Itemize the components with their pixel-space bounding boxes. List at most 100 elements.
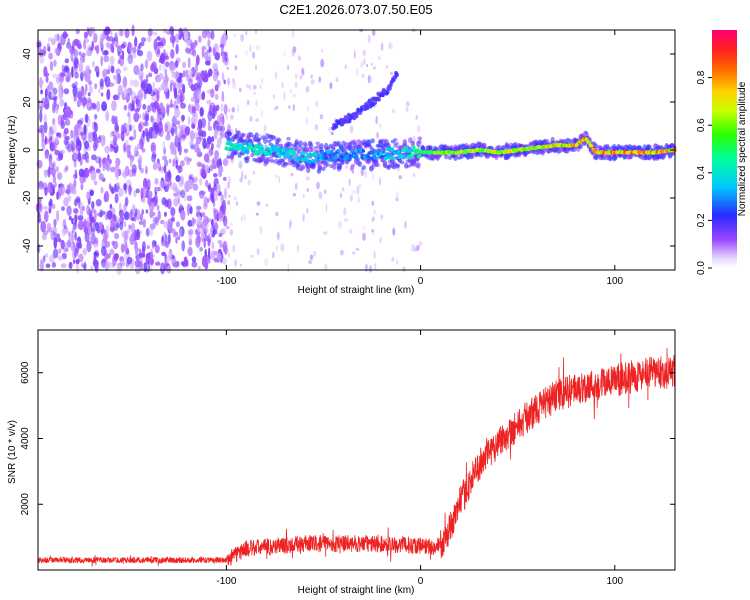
track-halo-cell [236, 130, 242, 137]
noise-cell [154, 100, 158, 109]
noise-cell [124, 28, 130, 39]
noise-cell [367, 34, 371, 44]
track-halo-cell [234, 148, 239, 154]
noise-cell [275, 174, 278, 179]
noise-cell [110, 219, 113, 231]
noise-cell [44, 186, 48, 196]
noise-cell [46, 42, 51, 52]
noise-cell [87, 131, 94, 143]
noise-cell [378, 123, 382, 129]
noise-cell [62, 31, 68, 39]
snr-ylabel: SNR (10 * v/v) [7, 420, 18, 484]
noise-cell [206, 136, 212, 145]
noise-cell [143, 79, 147, 84]
noise-cell [191, 115, 197, 126]
track-core-cell [336, 148, 340, 153]
noise-cell [169, 61, 174, 71]
noise-cell [230, 114, 234, 120]
noise-cell [89, 216, 94, 222]
noise-cell [118, 28, 124, 37]
track-halo-cell [350, 164, 355, 168]
colorbar-tick-label: 0.6 [696, 118, 707, 132]
noise-cell [214, 93, 219, 100]
x-tick-label: -100 [216, 276, 236, 287]
noise-cell [247, 179, 251, 186]
noise-cell [112, 94, 119, 101]
noise-cell [159, 180, 165, 192]
noise-cell [256, 44, 260, 51]
noise-cell [94, 83, 98, 90]
noise-cell [203, 215, 209, 226]
noise-cell [255, 212, 259, 216]
noise-cell [72, 138, 76, 148]
noise-cell [232, 77, 235, 84]
noise-cell [376, 131, 379, 139]
noise-cell [190, 66, 196, 78]
noise-cell [64, 241, 69, 252]
noise-cell [369, 265, 373, 273]
noise-cell [52, 174, 57, 184]
noise-cell [378, 176, 381, 186]
noise-cell [320, 58, 325, 68]
track-core-cell [351, 151, 356, 156]
noise-cell [207, 233, 211, 239]
noise-cell [96, 44, 100, 55]
noise-cell [199, 132, 204, 141]
noise-cell [137, 49, 144, 57]
noise-cell [272, 251, 275, 259]
noise-cell [56, 209, 60, 222]
noise-cell [151, 130, 158, 139]
track-halo-cell [316, 168, 322, 174]
noise-cell [301, 69, 305, 77]
track-halo-cell [320, 160, 326, 165]
noise-cell [138, 154, 143, 165]
noise-cell [63, 88, 70, 95]
noise-cell [100, 229, 107, 234]
noise-cell [164, 123, 168, 133]
track-core-cell [229, 142, 233, 146]
noise-cell [179, 203, 183, 209]
noise-cell [156, 36, 161, 41]
noise-cell [106, 69, 111, 75]
noise-cell [165, 183, 170, 190]
noise-cell [182, 70, 186, 78]
noise-cell [290, 172, 294, 177]
noise-cell [212, 104, 218, 117]
noise-cell [175, 43, 179, 55]
noise-cell [65, 165, 69, 172]
noise-cell [204, 51, 209, 61]
noise-cell [355, 247, 360, 251]
noise-cell [74, 81, 78, 87]
noise-cell [259, 133, 262, 138]
noise-cell [191, 217, 195, 227]
track-core-cell [312, 151, 317, 156]
noise-cell [64, 58, 70, 64]
noise-cell [250, 254, 255, 258]
noise-cell [201, 117, 206, 128]
y-tick-label: 2000 [20, 493, 31, 516]
y-tick-label: -40 [22, 238, 33, 253]
noise-cell [123, 211, 130, 221]
y-tick-label: 40 [22, 48, 33, 60]
noise-cell [201, 229, 205, 241]
noise-cell [123, 183, 127, 191]
noise-cell [363, 58, 366, 66]
noise-cell [203, 237, 206, 249]
track-halo-cell [298, 140, 303, 147]
track-core-cell [280, 148, 285, 153]
noise-cell [117, 84, 123, 96]
noise-cell [94, 265, 98, 271]
noise-cell [183, 148, 189, 154]
noise-cell [63, 247, 69, 253]
noise-cell [187, 57, 191, 69]
noise-cell [208, 247, 211, 259]
track-core-cell [407, 149, 411, 153]
colorbar-label: Normalized spectral amplitude [737, 81, 748, 216]
noise-cell [318, 191, 323, 200]
noise-cell [73, 207, 79, 214]
noise-cell [66, 70, 72, 81]
noise-cell [172, 158, 175, 168]
noise-cell [93, 254, 97, 266]
noise-cell [176, 188, 181, 198]
noise-cell [200, 212, 206, 218]
